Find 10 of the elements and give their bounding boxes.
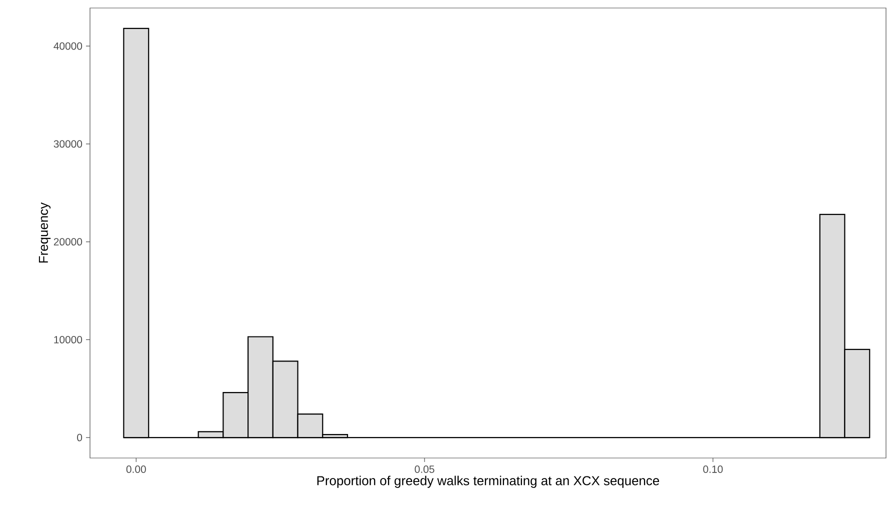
y-axis-title: Frequency <box>38 202 51 263</box>
y-tick-label: 10000 <box>54 336 82 344</box>
y-tick-label: 20000 <box>54 238 82 246</box>
x-tick-label: 0.05 <box>414 466 434 473</box>
x-tick-label: 0.10 <box>703 466 723 473</box>
y-tick-label: 40000 <box>54 42 82 50</box>
y-tick-label: 30000 <box>54 140 82 148</box>
y-tick-label: 0 <box>77 434 82 442</box>
x-axis-title: Proportion of greedy walks terminating at an XCX sequence <box>317 476 660 488</box>
x-tick-label: 0.00 <box>126 466 146 473</box>
